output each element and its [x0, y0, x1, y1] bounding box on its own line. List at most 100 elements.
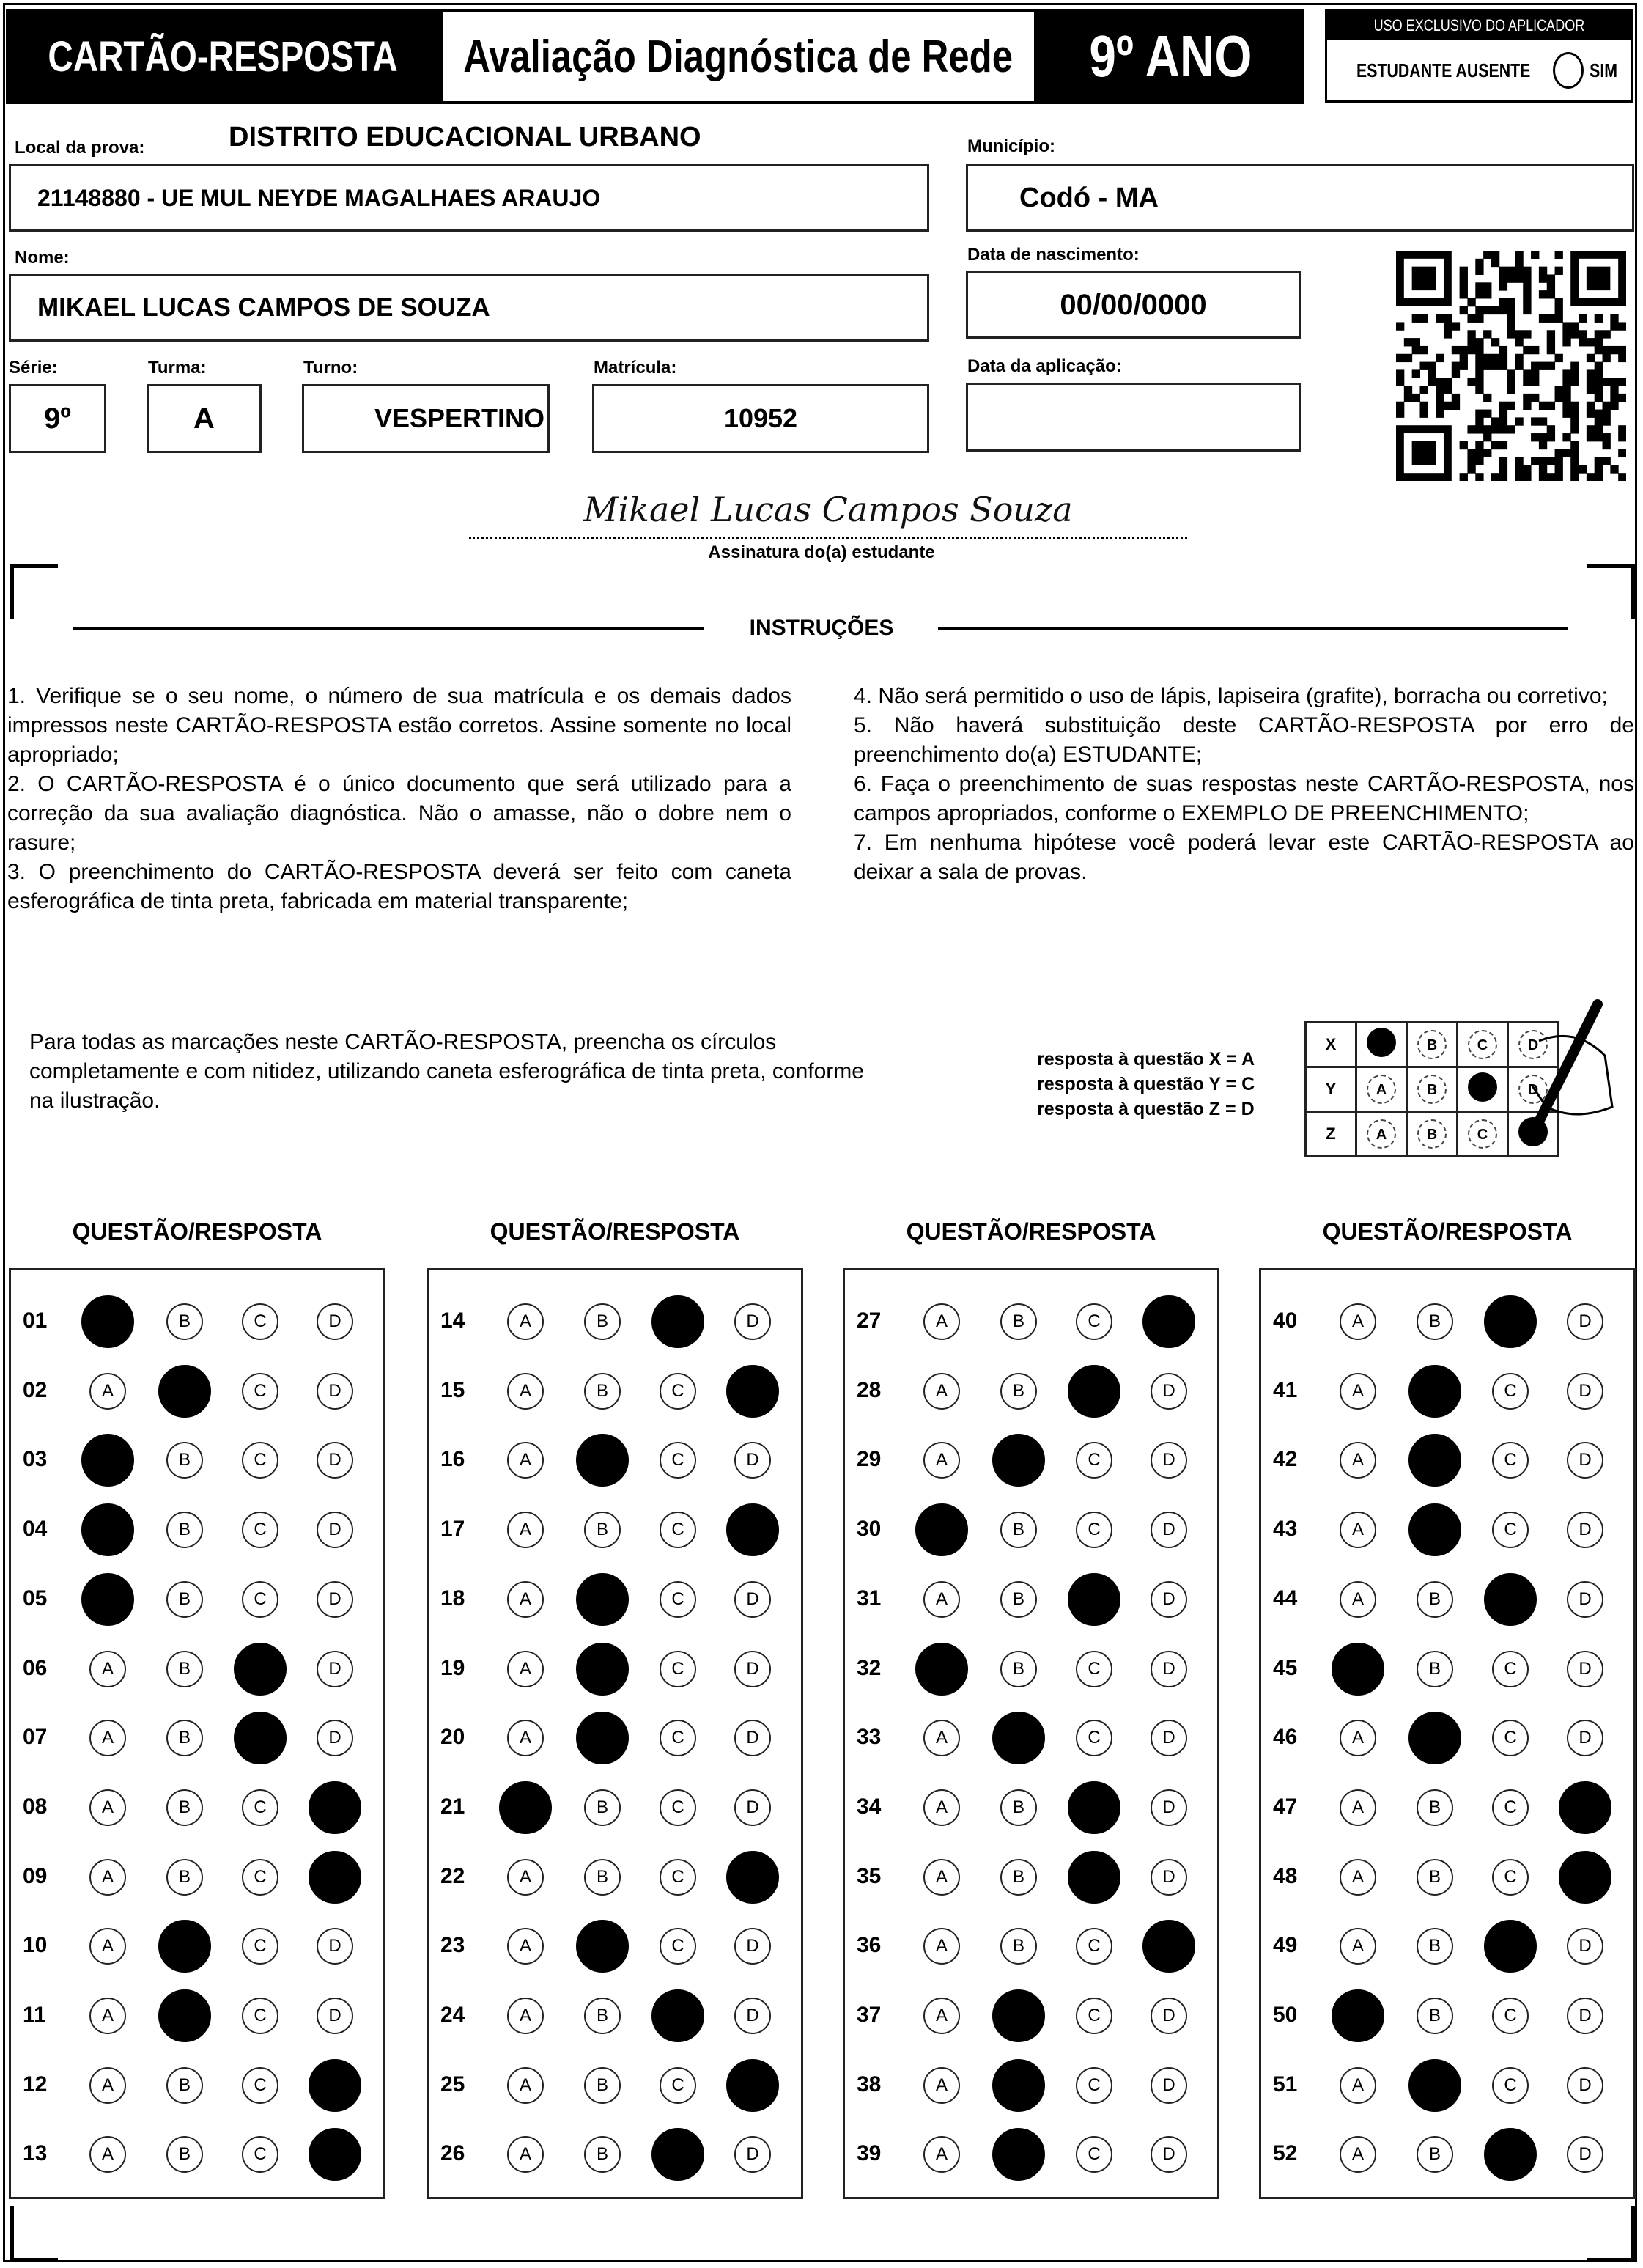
answer-bubble-d-filled[interactable]: D [1559, 1850, 1611, 1904]
answer-bubble-d[interactable]: D [734, 1998, 771, 2034]
answer-bubble-b[interactable]: B [1417, 1789, 1453, 1826]
answer-bubble-c-filled[interactable]: C [1484, 1295, 1537, 1348]
answer-bubble-c-filled[interactable]: C [651, 1295, 704, 1348]
answer-bubble-b[interactable]: B [1000, 1580, 1037, 1618]
answer-bubble-a-filled[interactable]: A [915, 1642, 968, 1696]
answer-bubble-b[interactable]: B [584, 1372, 621, 1410]
answer-bubble-b-filled[interactable]: B [992, 1989, 1045, 2042]
answer-bubble-c-filled[interactable]: C [234, 1642, 287, 1696]
answer-bubble-c[interactable]: C [660, 1650, 696, 1687]
answer-bubble-d[interactable]: D [1151, 1442, 1187, 1479]
answer-bubble-b-filled[interactable]: B [158, 1989, 211, 2042]
answer-bubble-b[interactable]: B [166, 2136, 203, 2173]
answer-bubble-a[interactable]: A [89, 1372, 126, 1410]
answer-bubble-d-filled[interactable]: D [309, 2128, 361, 2182]
answer-bubble-c[interactable]: C [1492, 1512, 1529, 1549]
answer-bubble-b[interactable]: B [1417, 1303, 1453, 1340]
answer-bubble-c[interactable]: C [1076, 2066, 1112, 2104]
answer-bubble-a[interactable]: A [89, 1720, 126, 1757]
answer-bubble-a-filled[interactable]: A [915, 1503, 968, 1557]
answer-bubble-d[interactable]: D [1151, 1789, 1187, 1826]
answer-bubble-d[interactable]: D [734, 1442, 771, 1479]
answer-bubble-d[interactable]: D [1151, 2136, 1187, 2173]
answer-bubble-b[interactable]: B [584, 2136, 621, 2173]
answer-bubble-c[interactable]: C [1076, 1928, 1112, 1965]
answer-bubble-a-filled[interactable]: A [1332, 1642, 1384, 1696]
answer-bubble-c[interactable]: C [660, 1512, 696, 1549]
answer-bubble-c[interactable]: C [242, 1442, 278, 1479]
answer-bubble-d[interactable]: D [734, 1650, 771, 1687]
answer-bubble-d[interactable]: D [317, 1303, 353, 1340]
answer-bubble-c[interactable]: C [660, 1720, 696, 1757]
answer-bubble-b[interactable]: B [1417, 1650, 1453, 1687]
local-field[interactable]: 21148880 - UE MUL NEYDE MAGALHAES ARAUJO [9, 164, 929, 232]
answer-bubble-b-filled[interactable]: B [1408, 1434, 1461, 1487]
answer-bubble-c-filled[interactable]: C [651, 2128, 704, 2182]
answer-bubble-d[interactable]: D [1567, 1512, 1603, 1549]
answer-bubble-d-filled[interactable]: D [309, 2058, 361, 2112]
answer-bubble-d[interactable]: D [1567, 1998, 1603, 2034]
answer-bubble-c[interactable]: C [1076, 1998, 1112, 2034]
answer-bubble-a[interactable]: A [1340, 1512, 1376, 1549]
answer-bubble-c[interactable]: C [1492, 1789, 1529, 1826]
answer-bubble-a[interactable]: A [1340, 1580, 1376, 1618]
answer-bubble-d[interactable]: D [317, 1442, 353, 1479]
answer-bubble-c[interactable]: C [660, 1858, 696, 1896]
answer-bubble-a[interactable]: A [89, 1789, 126, 1826]
answer-bubble-d[interactable]: D [1567, 2136, 1603, 2173]
answer-bubble-b[interactable]: B [1000, 1512, 1037, 1549]
aplicacao-field[interactable] [966, 383, 1301, 452]
answer-bubble-a[interactable]: A [507, 1442, 544, 1479]
answer-bubble-b[interactable]: B [584, 1858, 621, 1896]
answer-bubble-d-filled[interactable]: D [726, 1364, 779, 1418]
answer-bubble-a[interactable]: A [89, 1650, 126, 1687]
answer-bubble-a-filled[interactable]: A [81, 1295, 134, 1348]
answer-bubble-b[interactable]: B [1000, 1303, 1037, 1340]
answer-bubble-a[interactable]: A [89, 2066, 126, 2104]
turno-field[interactable]: VESPERTINO [302, 384, 550, 453]
answer-bubble-b[interactable]: B [1417, 1858, 1453, 1896]
answer-bubble-c[interactable]: C [1076, 1512, 1112, 1549]
answer-bubble-a[interactable]: A [923, 1372, 960, 1410]
answer-bubble-d[interactable]: D [317, 1720, 353, 1757]
answer-bubble-c-filled[interactable]: C [1484, 2128, 1537, 2182]
answer-bubble-b[interactable]: B [1417, 1928, 1453, 1965]
nascimento-field[interactable]: 00/00/0000 [966, 271, 1301, 339]
serie-field[interactable]: 9º [9, 384, 106, 453]
answer-bubble-c-filled[interactable]: C [1484, 1572, 1537, 1626]
answer-bubble-c-filled[interactable]: C [651, 1989, 704, 2042]
answer-bubble-d[interactable]: D [317, 1512, 353, 1549]
answer-bubble-b[interactable]: B [584, 1789, 621, 1826]
answer-bubble-c[interactable]: C [660, 2066, 696, 2104]
answer-bubble-a[interactable]: A [507, 1580, 544, 1618]
answer-bubble-c[interactable]: C [242, 1512, 278, 1549]
answer-bubble-b[interactable]: B [166, 1580, 203, 1618]
answer-bubble-d[interactable]: D [734, 1928, 771, 1965]
answer-bubble-c[interactable]: C [1492, 1998, 1529, 2034]
answer-bubble-c-filled[interactable]: C [234, 1712, 287, 1765]
answer-bubble-d[interactable]: D [1567, 1650, 1603, 1687]
answer-bubble-b[interactable]: B [166, 1858, 203, 1896]
answer-bubble-b[interactable]: B [584, 1512, 621, 1549]
answer-bubble-c[interactable]: C [1492, 1650, 1529, 1687]
municipio-field[interactable]: Codó - MA [966, 164, 1634, 232]
answer-bubble-a[interactable]: A [923, 2136, 960, 2173]
answer-bubble-b[interactable]: B [166, 1512, 203, 1549]
answer-bubble-b-filled[interactable]: B [1408, 1712, 1461, 1765]
answer-bubble-a[interactable]: A [507, 1303, 544, 1340]
answer-bubble-a[interactable]: A [923, 1789, 960, 1826]
answer-bubble-a[interactable]: A [507, 1858, 544, 1896]
answer-bubble-d[interactable]: D [1567, 1303, 1603, 1340]
answer-bubble-d[interactable]: D [1567, 1928, 1603, 1965]
answer-bubble-b-filled[interactable]: B [576, 1572, 629, 1626]
answer-bubble-d[interactable]: D [1151, 1858, 1187, 1896]
answer-bubble-d[interactable]: D [1151, 1650, 1187, 1687]
answer-bubble-b-filled[interactable]: B [576, 1434, 629, 1487]
answer-bubble-c[interactable]: C [1076, 1442, 1112, 1479]
answer-bubble-b-filled[interactable]: B [576, 1920, 629, 1973]
answer-bubble-d-filled[interactable]: D [1142, 1920, 1195, 1973]
answer-bubble-a[interactable]: A [1340, 2136, 1376, 2173]
answer-bubble-a[interactable]: A [1340, 1789, 1376, 1826]
answer-bubble-b-filled[interactable]: B [158, 1920, 211, 1973]
answer-bubble-a[interactable]: A [507, 1928, 544, 1965]
